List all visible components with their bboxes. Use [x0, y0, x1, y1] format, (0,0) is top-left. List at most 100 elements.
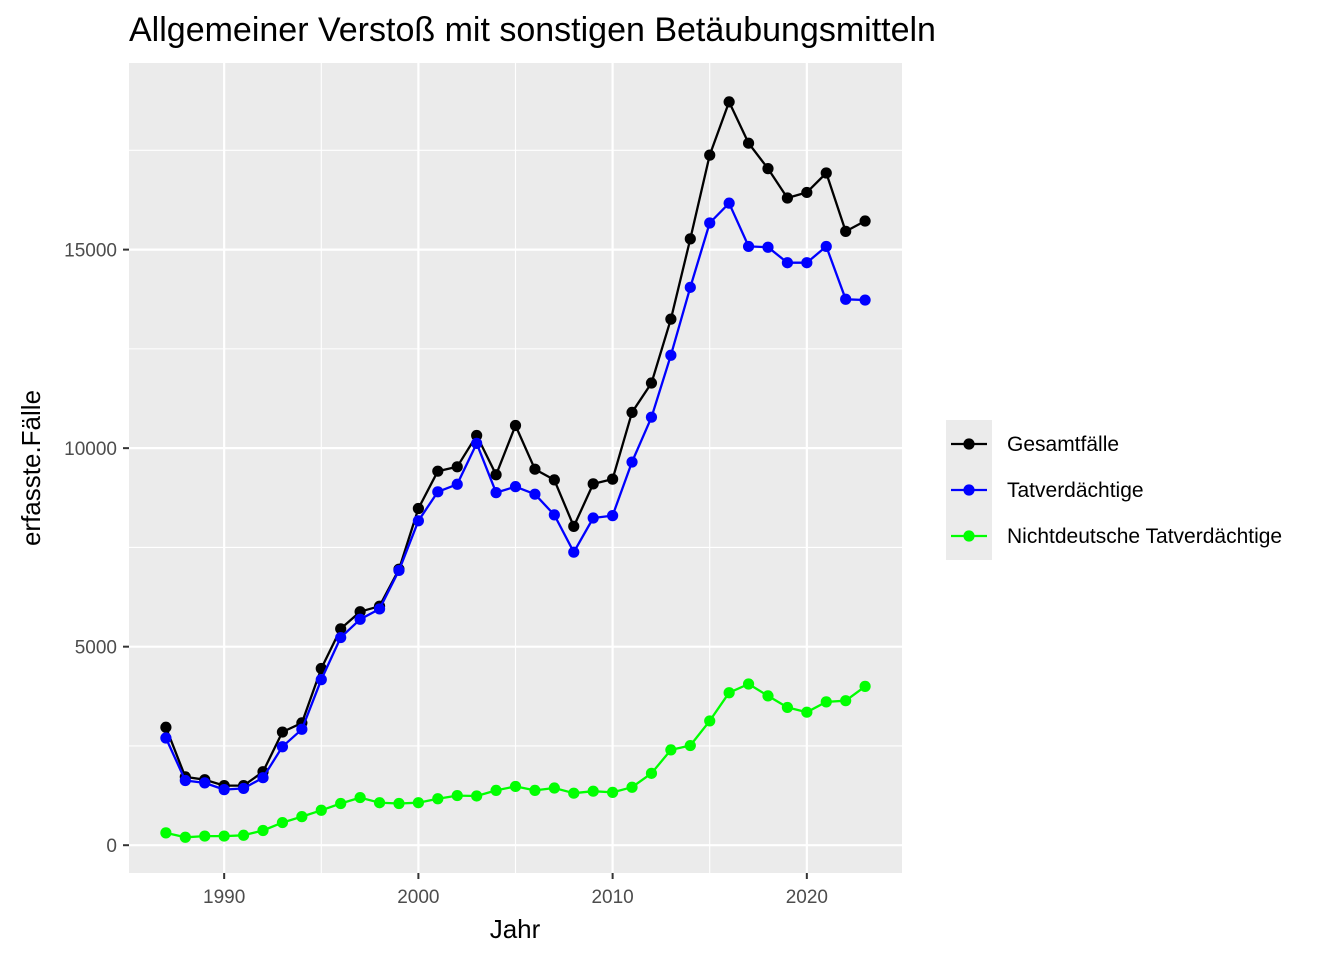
data-point: [529, 488, 541, 500]
data-point: [257, 824, 269, 837]
data-point: [762, 163, 774, 175]
y-tick-label: 10000: [64, 439, 117, 460]
series-layer: [160, 96, 871, 843]
data-point: [607, 473, 619, 485]
data-point: [393, 797, 405, 810]
data-point: [237, 782, 250, 795]
data-point: [218, 830, 230, 842]
x-tick-label: 2020: [786, 887, 828, 908]
data-point: [665, 349, 677, 361]
data-point: [509, 419, 522, 432]
data-point: [607, 510, 619, 522]
data-point: [820, 167, 832, 179]
data-point: [626, 456, 638, 468]
data-point: [471, 429, 483, 442]
data-point: [645, 767, 658, 779]
data-point: [451, 789, 463, 802]
data-point: [665, 744, 677, 756]
data-point: [257, 772, 269, 784]
data-point: [199, 830, 211, 842]
data-point: [723, 96, 735, 108]
data-point: [296, 723, 308, 735]
data-point: [160, 732, 172, 744]
data-point: [762, 241, 774, 253]
data-point: [704, 715, 716, 727]
data-point: [237, 829, 250, 841]
data-point: [548, 509, 560, 521]
series-3: [160, 678, 871, 843]
data-point: [529, 463, 541, 475]
data-point: [587, 785, 599, 797]
x-axis-title: Jahr: [490, 914, 541, 944]
data-point: [412, 502, 424, 515]
y-tick-label: 0: [106, 836, 117, 857]
data-point: [762, 690, 774, 702]
data-point: [335, 623, 347, 635]
data-point: [412, 515, 424, 527]
data-point: [742, 240, 755, 253]
data-point: [704, 149, 716, 161]
data-point: [315, 804, 327, 816]
data-point: [490, 784, 502, 797]
grid-lines: [129, 63, 902, 873]
data-point: [723, 687, 735, 699]
data-point: [179, 774, 191, 787]
data-point: [587, 512, 599, 524]
data-point: [393, 564, 405, 577]
data-point: [840, 293, 852, 305]
data-point: [296, 811, 308, 823]
data-point: [451, 478, 463, 490]
data-point: [801, 257, 813, 269]
data-point: [412, 797, 424, 809]
data-point: [335, 797, 347, 810]
data-point: [179, 831, 191, 843]
data-point: [781, 701, 794, 714]
data-point: [626, 406, 638, 419]
data-point: [742, 137, 755, 149]
data-point: [587, 478, 599, 490]
y-axis-title: erfasste.Fälle: [16, 390, 46, 546]
x-tick-label: 2010: [591, 887, 633, 908]
data-point: [723, 197, 735, 209]
legend: Gesamtfälle Tatverdächtige Nichtdeutsche T…: [946, 420, 1282, 560]
data-point: [645, 377, 658, 389]
data-point: [432, 486, 444, 498]
legend-label: Nichtdeutsche Tatverdächtige: [1007, 525, 1282, 548]
data-point: [509, 481, 522, 493]
data-point: [354, 613, 366, 625]
data-point: [820, 696, 832, 708]
data-point: [742, 678, 755, 690]
data-point: [645, 411, 658, 423]
data-point: [373, 603, 386, 615]
data-point: [704, 217, 716, 229]
data-point: [568, 787, 580, 799]
data-point: [859, 680, 871, 692]
data-point: [432, 465, 444, 477]
data-point: [684, 233, 696, 245]
data-point: [607, 786, 619, 798]
data-point: [801, 706, 813, 718]
legend-key-point: [963, 438, 975, 450]
data-point: [568, 546, 580, 558]
data-point: [684, 739, 696, 752]
x-tick-label: 1990: [203, 887, 245, 908]
data-point: [218, 784, 230, 796]
y-tick-label: 15000: [64, 241, 117, 262]
data-point: [840, 225, 852, 237]
legend-label: Gesamtfälle: [1007, 433, 1119, 456]
data-point: [529, 784, 541, 797]
data-point: [335, 631, 347, 644]
legend-label: Tatverdächtige: [1007, 479, 1144, 502]
data-point: [276, 726, 289, 738]
y-tick-label: 5000: [75, 638, 117, 659]
data-point: [199, 777, 211, 789]
data-point: [373, 797, 386, 809]
data-point: [568, 520, 580, 532]
data-point: [160, 827, 172, 839]
data-point: [548, 782, 560, 794]
data-point: [820, 240, 832, 253]
chart-title: Allgemeiner Verstoß mit sonstigen Betäub…: [129, 11, 936, 49]
series-2: [160, 197, 871, 796]
data-point: [781, 192, 794, 204]
